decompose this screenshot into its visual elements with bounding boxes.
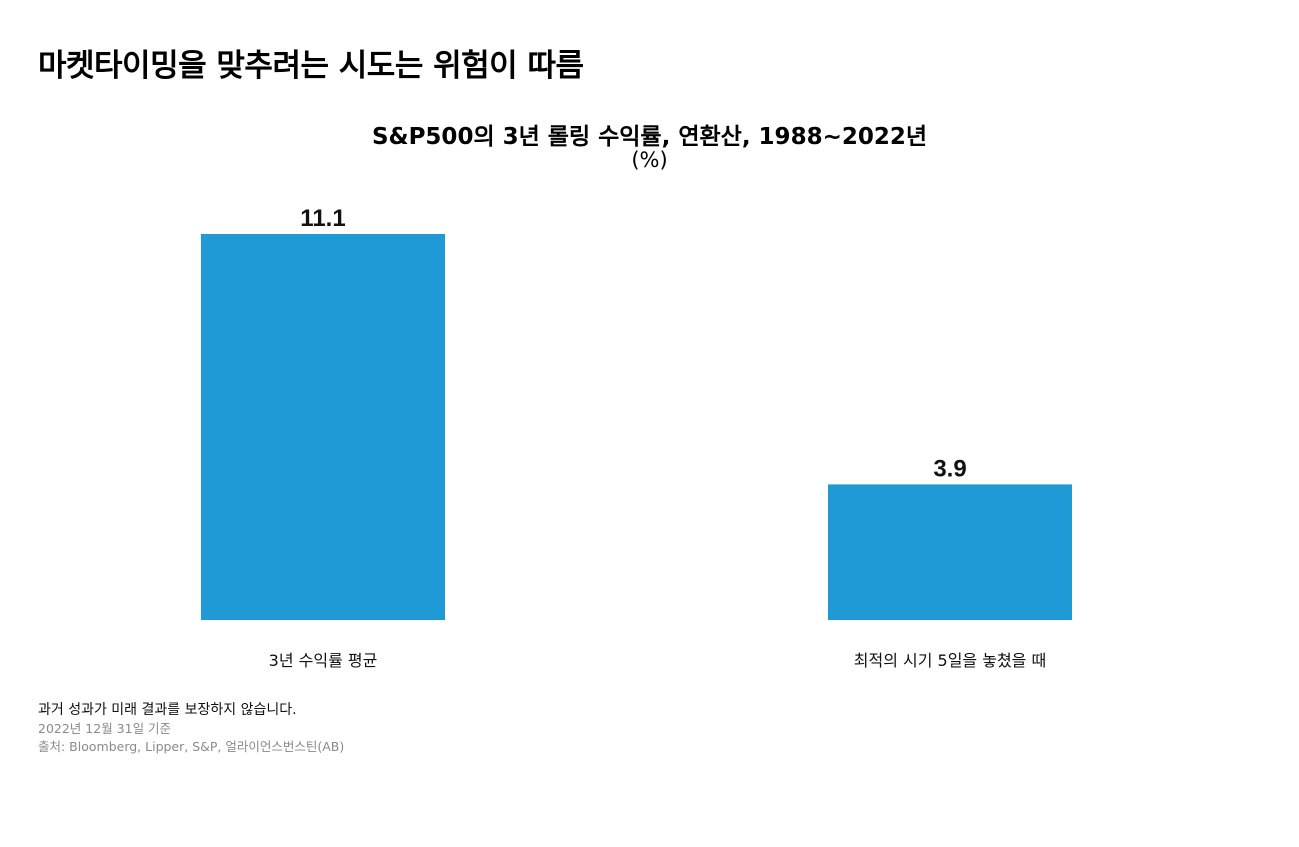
footnotes: 과거 성과가 미래 결과를 보장하지 않습니다. 2022년 12월 31일 기…: [38, 700, 344, 756]
disclaimer-note: 과거 성과가 미래 결과를 보장하지 않습니다.: [38, 702, 297, 718]
chart-unit-label: (%): [631, 148, 668, 172]
category-label-2: 최적의 시기 5일을 놓쳤을 때: [854, 651, 1046, 670]
data-label-1: 11.1: [300, 205, 345, 232]
page-headline: 마켓타이밍을 맞추려는 시도는 위험이 따름: [38, 48, 584, 84]
bar-2: [828, 484, 1072, 620]
chart-title: S&P500의 3년 롤링 수익률, 연환산, 1988~2022년: [371, 124, 928, 150]
data-label-2: 3.9: [933, 455, 966, 482]
source-note: 출처: Bloomberg, Lipper, S&P, 얼라이언스번스틴(AB): [38, 739, 345, 754]
category-label-1: 3년 수익률 평균: [269, 651, 378, 670]
as-of-date-note: 2022년 12월 31일 기준: [38, 721, 172, 736]
bar-1: [201, 234, 445, 620]
